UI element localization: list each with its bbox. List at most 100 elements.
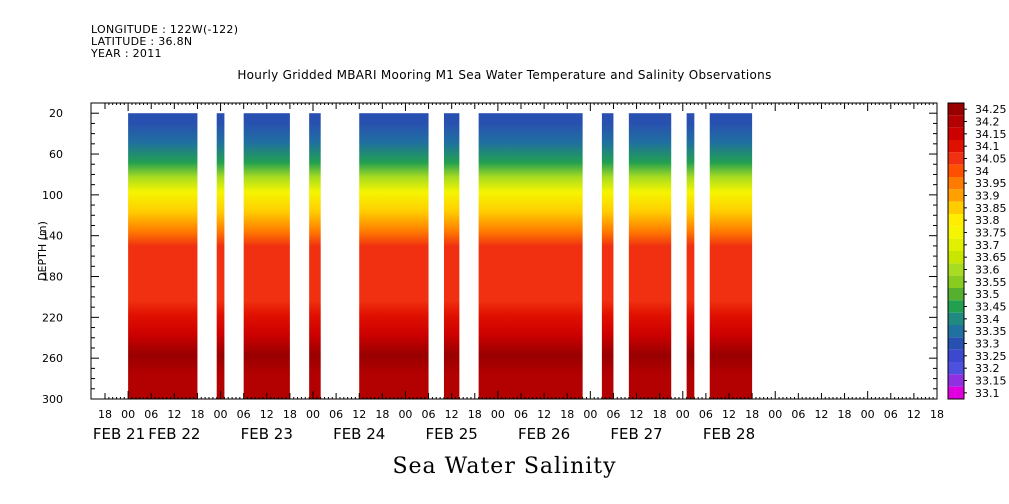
x-tick-label: 18: [930, 408, 944, 421]
colorbar-swatch: [948, 349, 964, 362]
latitude-label: LATITUDE : 36.8N: [91, 35, 193, 48]
x-tick-label: 06: [699, 408, 713, 421]
data-segment: [601, 113, 614, 399]
colorbar-swatch: [948, 103, 964, 116]
x-date-label: FEB 22: [148, 425, 200, 443]
data-segment: [216, 113, 225, 399]
x-tick-label: 12: [445, 408, 459, 421]
colorbar-label: 33.55: [975, 276, 1007, 289]
colorbar-swatch: [948, 152, 964, 165]
x-tick-label: 12: [722, 408, 736, 421]
x-date-label: FEB 21: [93, 425, 145, 443]
plot-frame: [90, 102, 938, 400]
x-tick-label: 18: [838, 408, 852, 421]
colorbar-label: 33.6: [975, 264, 1000, 277]
colorbar-swatch: [948, 226, 964, 239]
x-tick-label: 06: [237, 408, 251, 421]
data-segment: [309, 113, 321, 399]
x-tick-label: 12: [630, 408, 644, 421]
data-segment: [128, 113, 198, 399]
x-tick-label: 18: [745, 408, 759, 421]
x-date-label: FEB 26: [518, 425, 570, 443]
y-tick-label: 220: [42, 311, 63, 324]
colorbar-swatch: [948, 325, 964, 338]
x-tick-label: 12: [814, 408, 828, 421]
colorbar-swatch: [948, 177, 964, 190]
x-tick-label: 06: [791, 408, 805, 421]
x-tick-label: 00: [491, 408, 505, 421]
colorbar-label: 33.75: [975, 227, 1007, 240]
x-date-label: FEB 23: [241, 425, 293, 443]
colorbar-label: 33.45: [975, 301, 1007, 314]
colorbar-label: 33.7: [975, 239, 1000, 252]
colorbar-swatch: [948, 275, 964, 288]
colorbar-label: 33.95: [975, 177, 1007, 190]
colorbar-swatch: [948, 238, 964, 251]
x-tick-label: 18: [283, 408, 297, 421]
x-tick-label: 18: [190, 408, 204, 421]
data-segment: [243, 113, 290, 399]
x-tick-label: 00: [306, 408, 320, 421]
colorbar-label: 34: [975, 165, 989, 178]
chart-title: Hourly Gridded MBARI Mooring M1 Sea Wate…: [237, 68, 772, 82]
colorbar-label: 34.25: [975, 103, 1007, 116]
colorbar-swatch: [948, 127, 964, 140]
x-tick-label: 12: [537, 408, 551, 421]
x-tick-label: 06: [514, 408, 528, 421]
colorbar-label: 33.15: [975, 375, 1007, 388]
x-date-label: FEB 24: [333, 425, 385, 443]
data-segment: [628, 113, 672, 399]
x-date-label: FEB 25: [426, 425, 478, 443]
colorbar-label: 33.8: [975, 214, 1000, 227]
colorbar-label: 34.1: [975, 140, 1000, 153]
y-tick-label: 140: [42, 230, 63, 243]
colorbar-swatch: [948, 189, 964, 202]
data-segment: [478, 113, 583, 399]
x-tick-label: 00: [398, 408, 412, 421]
colorbar-label: 33.1: [975, 387, 1000, 400]
x-tick-label: 12: [352, 408, 366, 421]
colorbar-swatch: [948, 263, 964, 276]
x-tick-label: 12: [167, 408, 181, 421]
x-tick-label: 06: [144, 408, 158, 421]
colorbar-label: 33.35: [975, 325, 1007, 338]
colorbar-label: 34.15: [975, 128, 1007, 141]
colorbar-swatch: [948, 337, 964, 350]
x-date-label: FEB 27: [610, 425, 662, 443]
x-tick-label: 18: [653, 408, 667, 421]
x-tick-label: 12: [260, 408, 274, 421]
x-tick-label: 18: [560, 408, 574, 421]
x-tick-label: 00: [676, 408, 690, 421]
colorbar-swatch: [948, 115, 964, 128]
colorbar-swatch: [948, 140, 964, 153]
data-segment: [686, 113, 695, 399]
colorbar-frame: [947, 102, 965, 400]
x-tick-label: 00: [121, 408, 135, 421]
x-tick-label: 18: [98, 408, 112, 421]
colorbar-label: 33.25: [975, 350, 1007, 363]
x-tick-label: 00: [583, 408, 597, 421]
data-segment: [443, 113, 460, 399]
data-segment: [709, 113, 753, 399]
x-tick-label: 00: [214, 408, 228, 421]
y-axis-label: DEPTH (m): [36, 221, 49, 281]
colorbar-swatch: [948, 362, 964, 375]
colorbar-swatch: [948, 312, 964, 325]
x-tick-label: 18: [375, 408, 389, 421]
colorbar-swatch: [948, 214, 964, 227]
x-tick-label: 06: [329, 408, 343, 421]
y-tick-label: 260: [42, 352, 63, 365]
colorbar-label: 33.4: [975, 313, 1000, 326]
colorbar-label: 33.9: [975, 190, 1000, 203]
x-tick-label: 00: [768, 408, 782, 421]
y-tick-label: 300: [42, 393, 63, 406]
x-tick-label: 06: [422, 408, 436, 421]
y-tick-label: 100: [42, 189, 63, 202]
colorbar-label: 33.5: [975, 288, 1000, 301]
year-label: YEAR : 2011: [91, 47, 162, 60]
colorbar-label: 33.3: [975, 338, 1000, 351]
y-tick-label: 60: [49, 148, 63, 161]
colorbar-swatch: [948, 201, 964, 214]
colorbar-label: 33.65: [975, 251, 1007, 264]
colorbar-swatch: [948, 374, 964, 387]
